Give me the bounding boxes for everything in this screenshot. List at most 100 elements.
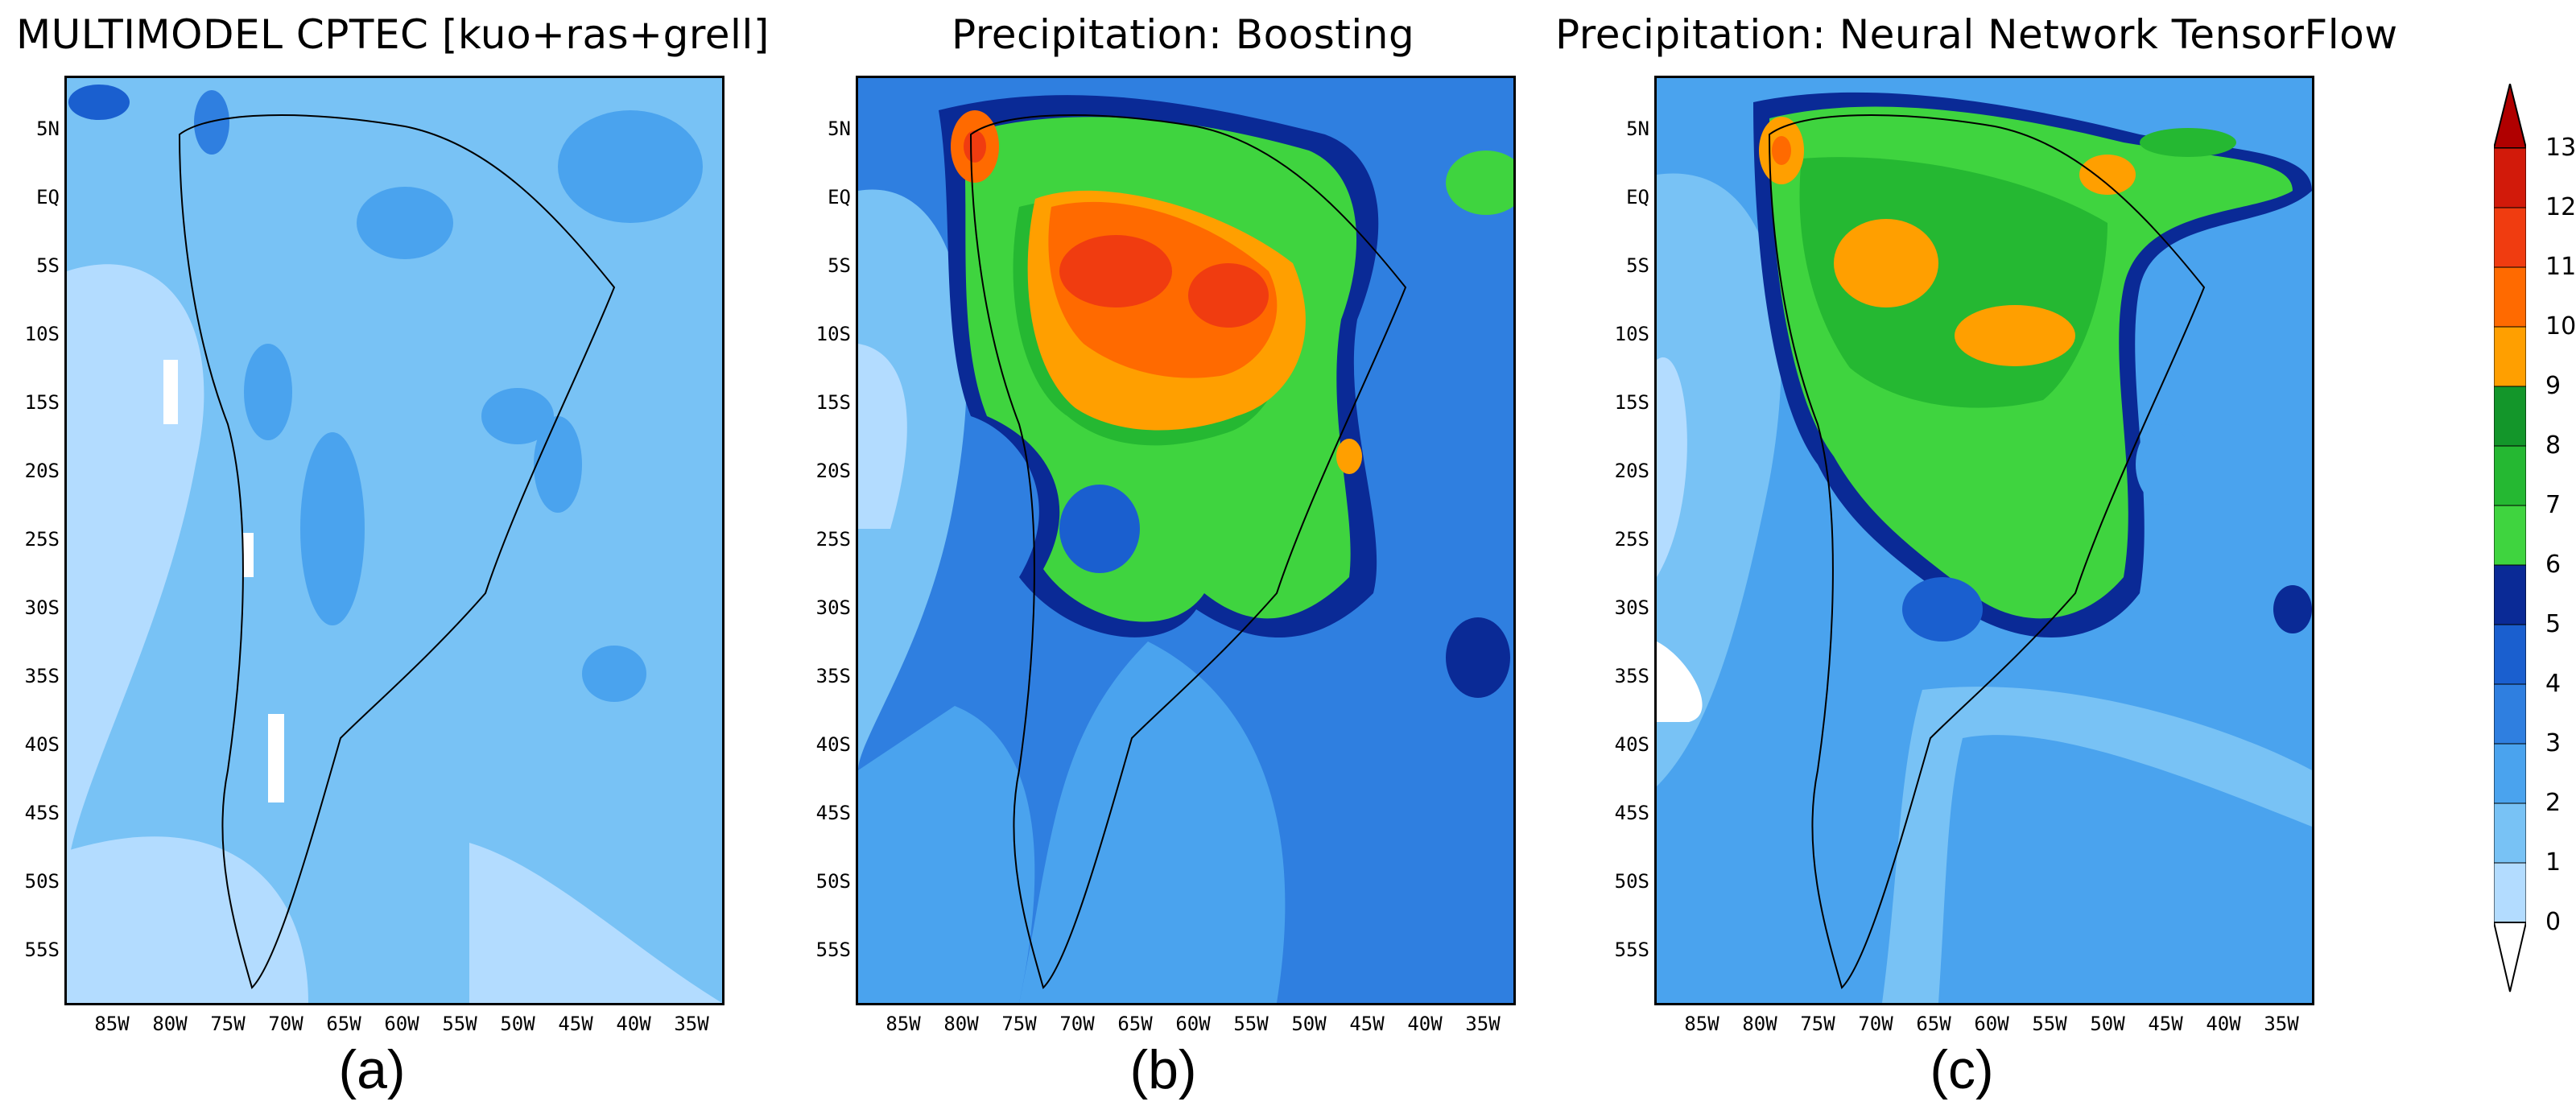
lon-label: 40W	[1407, 1013, 1443, 1035]
lat-label: 55S	[1614, 939, 1649, 961]
map-a-svg	[67, 78, 722, 1003]
lon-label: 40W	[2206, 1013, 2241, 1035]
lat-label: 40S	[1614, 733, 1649, 756]
colorbar-label: 2	[2545, 789, 2562, 817]
lon-label: 35W	[674, 1013, 709, 1035]
colorbar-bottom-triangle	[2494, 922, 2526, 992]
lon-label: 70W	[268, 1013, 303, 1035]
panel-a-title: MULTIMODEL CPTEC [kuo+ras+grell]	[16, 11, 770, 58]
colorbar-label: 3	[2545, 729, 2562, 757]
lat-label: 25S	[1614, 528, 1649, 551]
lat-label: EQ	[1626, 186, 1649, 208]
lat-label: 5S	[36, 254, 60, 277]
colorbar-segment-2	[2494, 743, 2526, 804]
lon-label: 55W	[1233, 1013, 1269, 1035]
colorbar-label: 9	[2545, 372, 2562, 400]
lat-label: 45S	[815, 802, 851, 824]
lat-label: 5N	[828, 118, 851, 140]
lat-label: EQ	[828, 186, 851, 208]
panel-c-title: Precipitation: Neural Network TensorFlow	[1555, 11, 2398, 58]
lat-label: 10S	[1614, 323, 1649, 345]
lon-label: 50W	[2090, 1013, 2125, 1035]
colorbar-label: 11	[2545, 253, 2576, 281]
lat-label: 30S	[815, 596, 851, 619]
lat-label: 40S	[24, 733, 60, 756]
lon-label: 70W	[1858, 1013, 1893, 1035]
lon-label: 55W	[442, 1013, 477, 1035]
lat-label: 30S	[1614, 596, 1649, 619]
lat-label: 20S	[24, 460, 60, 482]
lon-label: 85W	[1684, 1013, 1719, 1035]
lon-label: 80W	[943, 1013, 979, 1035]
lat-label: 15S	[24, 391, 60, 414]
colorbar-segment-3	[2494, 683, 2526, 745]
lat-label: 5N	[1626, 118, 1649, 140]
colorbar-segment-6	[2494, 505, 2526, 566]
lat-label: 20S	[1614, 460, 1649, 482]
colorbar-segment-5	[2494, 564, 2526, 625]
lon-label: 65W	[1916, 1013, 1951, 1035]
lat-label: 45S	[24, 802, 60, 824]
lat-label: 15S	[815, 391, 851, 414]
lon-label: 45W	[1349, 1013, 1385, 1035]
lat-label: 50S	[815, 870, 851, 893]
lon-label: 50W	[1291, 1013, 1327, 1035]
lat-label: 5S	[828, 254, 851, 277]
lat-label: 35S	[24, 665, 60, 687]
lon-label: 65W	[326, 1013, 361, 1035]
colorbar	[2494, 84, 2526, 992]
colorbar-top-triangle	[2494, 84, 2526, 149]
colorbar-label: 1	[2545, 848, 2562, 877]
lon-label: 70W	[1059, 1013, 1095, 1035]
map-panel-b	[856, 76, 1516, 1005]
panel-c-caption: (c)	[1930, 1039, 1994, 1100]
colorbar-label: 4	[2545, 670, 2562, 698]
lon-label: 75W	[210, 1013, 246, 1035]
lon-label: 85W	[886, 1013, 921, 1035]
lat-label: 50S	[24, 870, 60, 893]
lon-label: 35W	[2264, 1013, 2299, 1035]
lon-label: 80W	[1742, 1013, 1777, 1035]
colorbar-segment-11	[2494, 207, 2526, 268]
lon-label: 45W	[558, 1013, 593, 1035]
colorbar-label: 10	[2545, 312, 2576, 340]
colorbar-segment-0	[2494, 862, 2526, 923]
colorbar-segment-9	[2494, 326, 2526, 387]
map-panel-a	[64, 76, 724, 1005]
lat-label: 25S	[24, 528, 60, 551]
lat-label: 55S	[815, 939, 851, 961]
lat-label: 35S	[1614, 665, 1649, 687]
lon-label: 85W	[94, 1013, 130, 1035]
lon-label: 75W	[1001, 1013, 1037, 1035]
panel-b-caption: (b)	[1129, 1039, 1197, 1100]
lat-label: 5N	[36, 118, 60, 140]
lat-label: 40S	[815, 733, 851, 756]
colorbar-segment-10	[2494, 266, 2526, 328]
lat-label: 35S	[815, 665, 851, 687]
lat-label: 5S	[1626, 254, 1649, 277]
lat-label: 20S	[815, 460, 851, 482]
colorbar-segment-7	[2494, 445, 2526, 506]
lat-label: 50S	[1614, 870, 1649, 893]
map-panel-c	[1654, 76, 2314, 1005]
lat-label: 30S	[24, 596, 60, 619]
lat-label: 55S	[24, 939, 60, 961]
colorbar-segment-4	[2494, 624, 2526, 685]
colorbar-segment-1	[2494, 802, 2526, 864]
colorbar-label: 7	[2545, 491, 2562, 519]
lat-label: 10S	[815, 323, 851, 345]
lon-label: 60W	[1175, 1013, 1211, 1035]
map-b-svg	[858, 78, 1513, 1003]
lon-label: 80W	[152, 1013, 188, 1035]
lon-label: 55W	[2032, 1013, 2067, 1035]
lon-label: 50W	[500, 1013, 535, 1035]
colorbar-segment-12	[2494, 147, 2526, 208]
lat-label: 25S	[815, 528, 851, 551]
colorbar-label: 0	[2545, 908, 2562, 936]
lat-label: 15S	[1614, 391, 1649, 414]
map-c-svg	[1657, 78, 2312, 1003]
lon-label: 45W	[2148, 1013, 2183, 1035]
lon-label: 65W	[1117, 1013, 1153, 1035]
panel-a-caption: (a)	[338, 1039, 406, 1100]
colorbar-label: 5	[2545, 610, 2562, 638]
